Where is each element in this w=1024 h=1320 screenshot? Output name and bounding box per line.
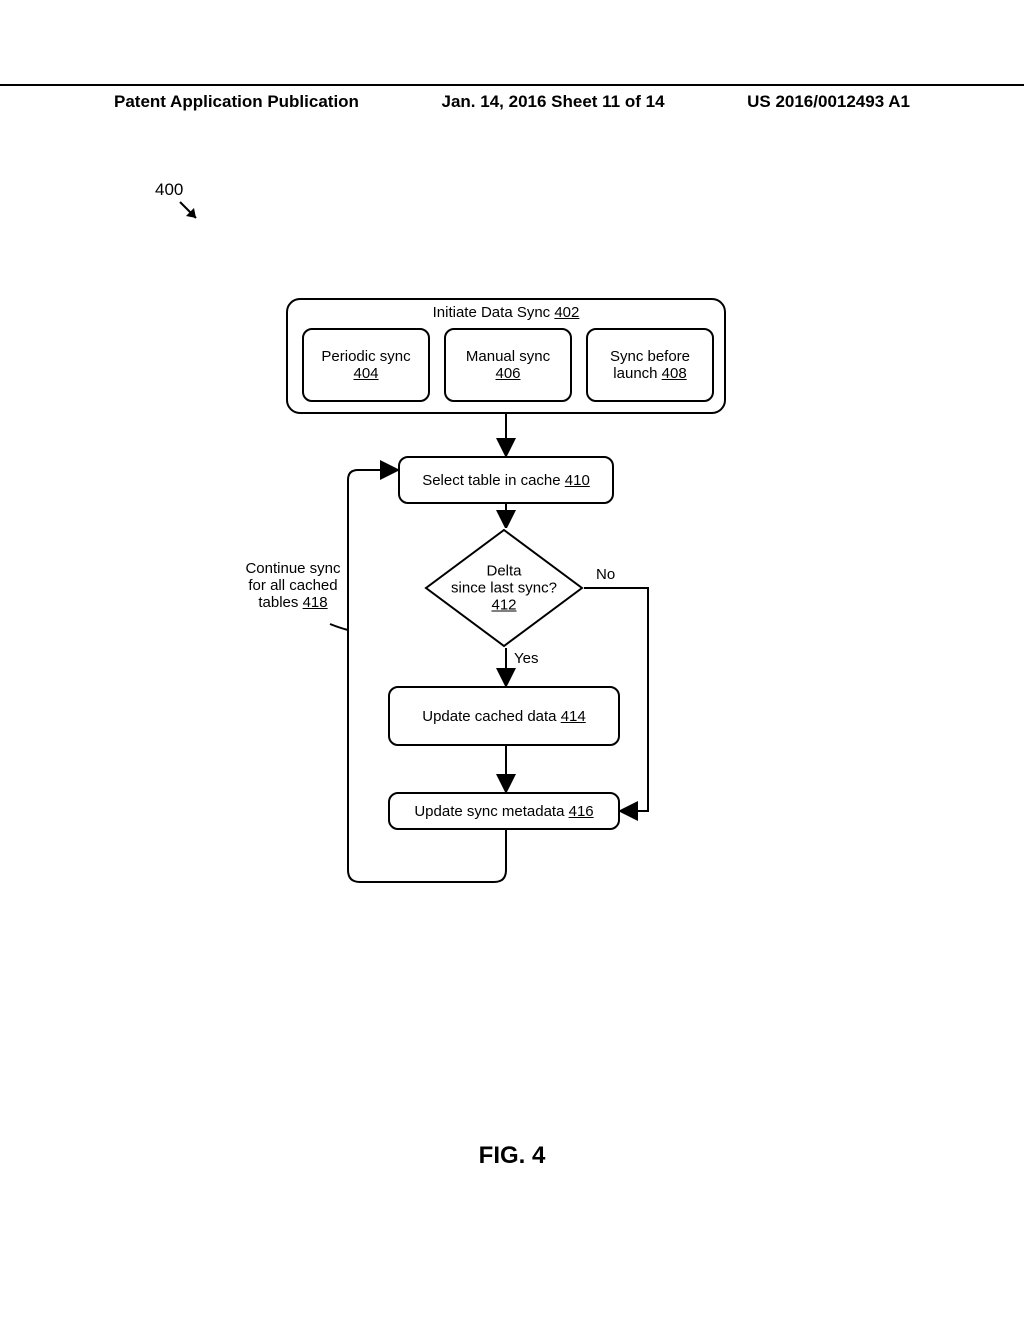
flowchart-diagram: 400 [0,180,1024,1080]
node-periodic: Periodic sync 404 [302,328,430,402]
page: Patent Application Publication Jan. 14, … [0,0,1024,1320]
header-left: Patent Application Publication [114,92,359,112]
delta-ref: 412 [491,597,516,614]
launch-line2-row: launch 408 [613,365,686,382]
delta-line2: since last sync? [424,580,584,597]
select-row: Select table in cache 410 [422,472,590,489]
node-manual: Manual sync 406 [444,328,572,402]
update-meta-ref: 416 [569,803,594,820]
update-data-text: Update cached data [422,708,556,725]
manual-line1: Manual sync [466,348,550,365]
header-center: Jan. 14, 2016 Sheet 11 of 14 [442,92,665,112]
page-header: Patent Application Publication Jan. 14, … [0,84,1024,112]
node-update-cached-data: Update cached data 414 [388,686,620,746]
node-initiate-outer: Initiate Data Sync 402 Periodic sync 404… [286,298,726,414]
loop-line3: tables [258,594,298,611]
update-meta-row: Update sync metadata 416 [414,803,593,820]
select-text: Select table in cache [422,472,560,489]
delta-text: Delta since last sync? 412 [424,563,584,614]
select-ref: 410 [565,472,590,489]
launch-line2: launch [613,365,657,382]
node-launch: Sync before launch 408 [586,328,714,402]
delta-line1: Delta [424,563,584,580]
initiate-ref: 402 [554,304,579,321]
node-delta-decision: Delta since last sync? 412 [424,528,584,648]
header-right: US 2016/0012493 A1 [747,92,910,112]
periodic-ref: 404 [353,365,378,382]
figure-label: FIG. 4 [0,1142,1024,1170]
loop-line1: Continue sync [238,560,348,577]
update-meta-text: Update sync metadata [414,803,564,820]
periodic-line1: Periodic sync [321,348,410,365]
update-data-row: Update cached data 414 [422,708,585,725]
loop-ref: 418 [303,594,328,611]
node-select-table: Select table in cache 410 [398,456,614,504]
node-initiate-title: Initiate Data Sync 402 [288,304,724,321]
initiate-title-text: Initiate Data Sync [433,304,551,321]
loop-line2: for all cached [238,577,348,594]
manual-ref: 406 [495,365,520,382]
header-row: Patent Application Publication Jan. 14, … [0,92,1024,112]
edge-label-yes: Yes [514,650,538,667]
node-update-sync-metadata: Update sync metadata 416 [388,792,620,830]
edge-label-no: No [596,566,615,583]
launch-ref: 408 [662,365,687,382]
launch-line1: Sync before [610,348,690,365]
loop-label: Continue sync for all cached tables 418 [238,560,348,611]
update-data-ref: 414 [561,708,586,725]
loop-line3-row: tables 418 [238,594,348,611]
